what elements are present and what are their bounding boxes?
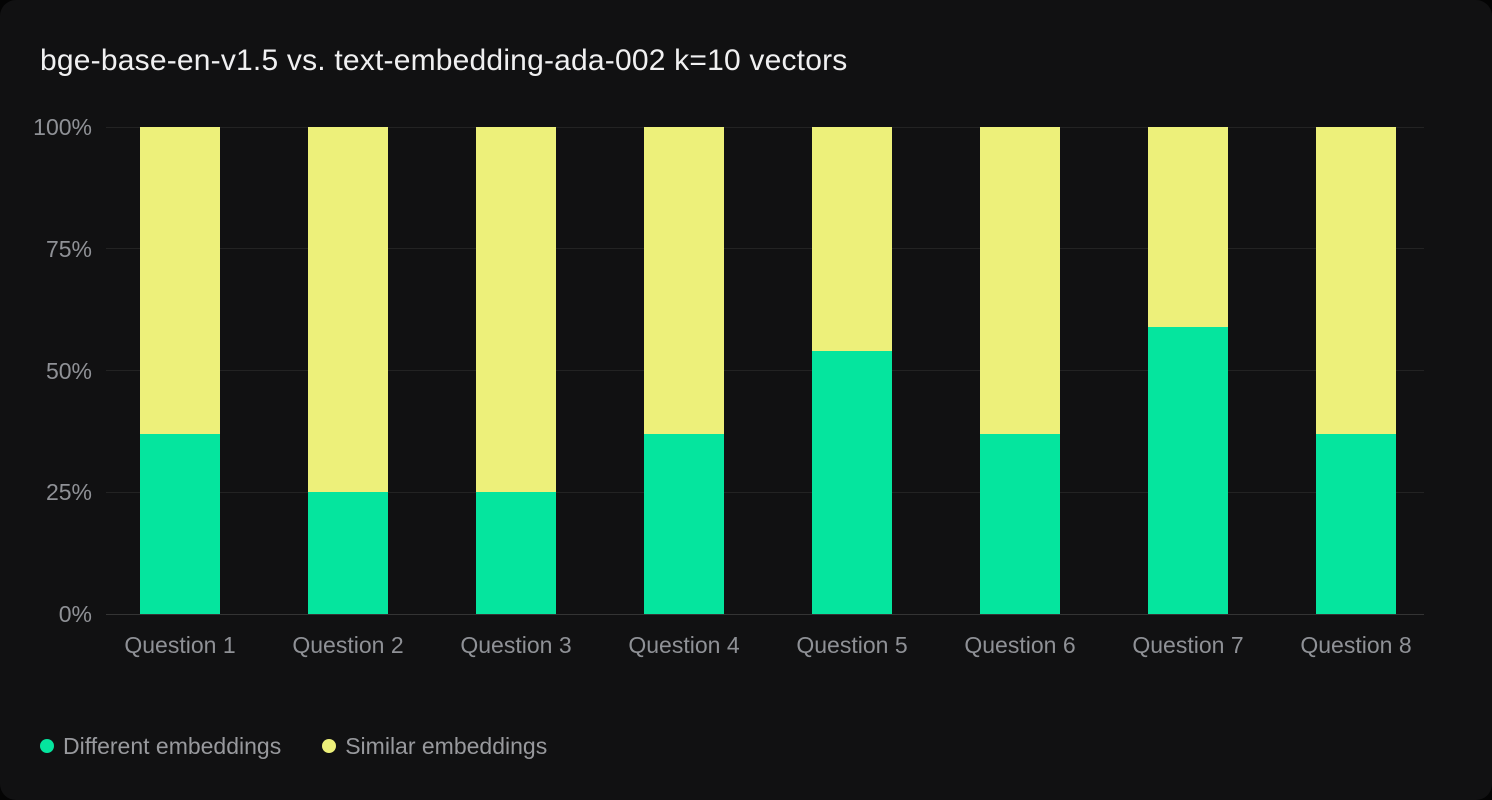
bar-segment-similar-embeddings-question-8[interactable] [1316,127,1396,434]
legend-label: Different embeddings [63,732,282,759]
bar-segment-different-embeddings-question-7[interactable] [1148,326,1228,614]
chart-title: bge-base-en-v1.5 vs. text-embedding-ada-… [40,44,848,77]
bar-segment-different-embeddings-question-8[interactable] [1316,433,1396,614]
legend-item-similar-embeddings[interactable]: Similar embeddings [322,733,547,760]
bar-segment-different-embeddings-question-2[interactable] [308,492,388,614]
gridline-100% [106,126,1424,128]
y-axis-tick-label: 75% [45,235,92,262]
bar-segment-similar-embeddings-question-7[interactable] [1148,127,1228,327]
bar-segment-similar-embeddings-question-3[interactable] [476,127,556,493]
bar-segment-similar-embeddings-question-1[interactable] [140,127,220,434]
legend-swatch-icon [322,739,337,753]
bar-segment-different-embeddings-question-1[interactable] [140,433,220,614]
bar-segment-different-embeddings-question-6[interactable] [980,433,1060,614]
gridline-75% [106,248,1424,250]
bar-segment-different-embeddings-question-5[interactable] [812,351,892,614]
x-axis-label-question-6: Question 6 [964,632,1076,658]
x-axis-label-question-3: Question 3 [460,632,572,658]
legend-item-different-embeddings[interactable]: Different embeddings [40,733,281,760]
bar-segment-similar-embeddings-question-4[interactable] [644,127,724,434]
gridline-25% [106,491,1424,493]
legend-label: Similar embeddings [345,732,548,759]
legend-swatch-icon [40,739,54,753]
gridline-50% [106,370,1424,371]
bar-segment-different-embeddings-question-4[interactable] [644,433,724,614]
chart-legend: Different embeddings Similar embeddings [40,732,547,760]
bar-segment-similar-embeddings-question-2[interactable] [308,127,388,493]
x-axis-label-question-1: Question 1 [124,632,236,658]
bar-segment-similar-embeddings-question-5[interactable] [812,127,892,352]
y-axis-tick-label: 25% [45,479,92,506]
gridline-0% [106,613,1424,615]
x-axis-label-question-2: Question 2 [292,632,404,658]
x-axis-label-question-7: Question 7 [1132,632,1244,658]
bar-segment-different-embeddings-question-3[interactable] [476,492,556,614]
x-axis-label-question-5: Question 5 [796,632,908,658]
y-axis-tick-label: 0% [58,601,92,627]
x-axis-label-question-4: Question 4 [628,632,740,658]
bar-segment-similar-embeddings-question-6[interactable] [980,127,1060,434]
x-axis-label-question-8: Question 8 [1300,632,1412,658]
y-axis-tick-label: 100% [33,114,92,140]
y-axis-tick-label: 50% [45,357,92,384]
